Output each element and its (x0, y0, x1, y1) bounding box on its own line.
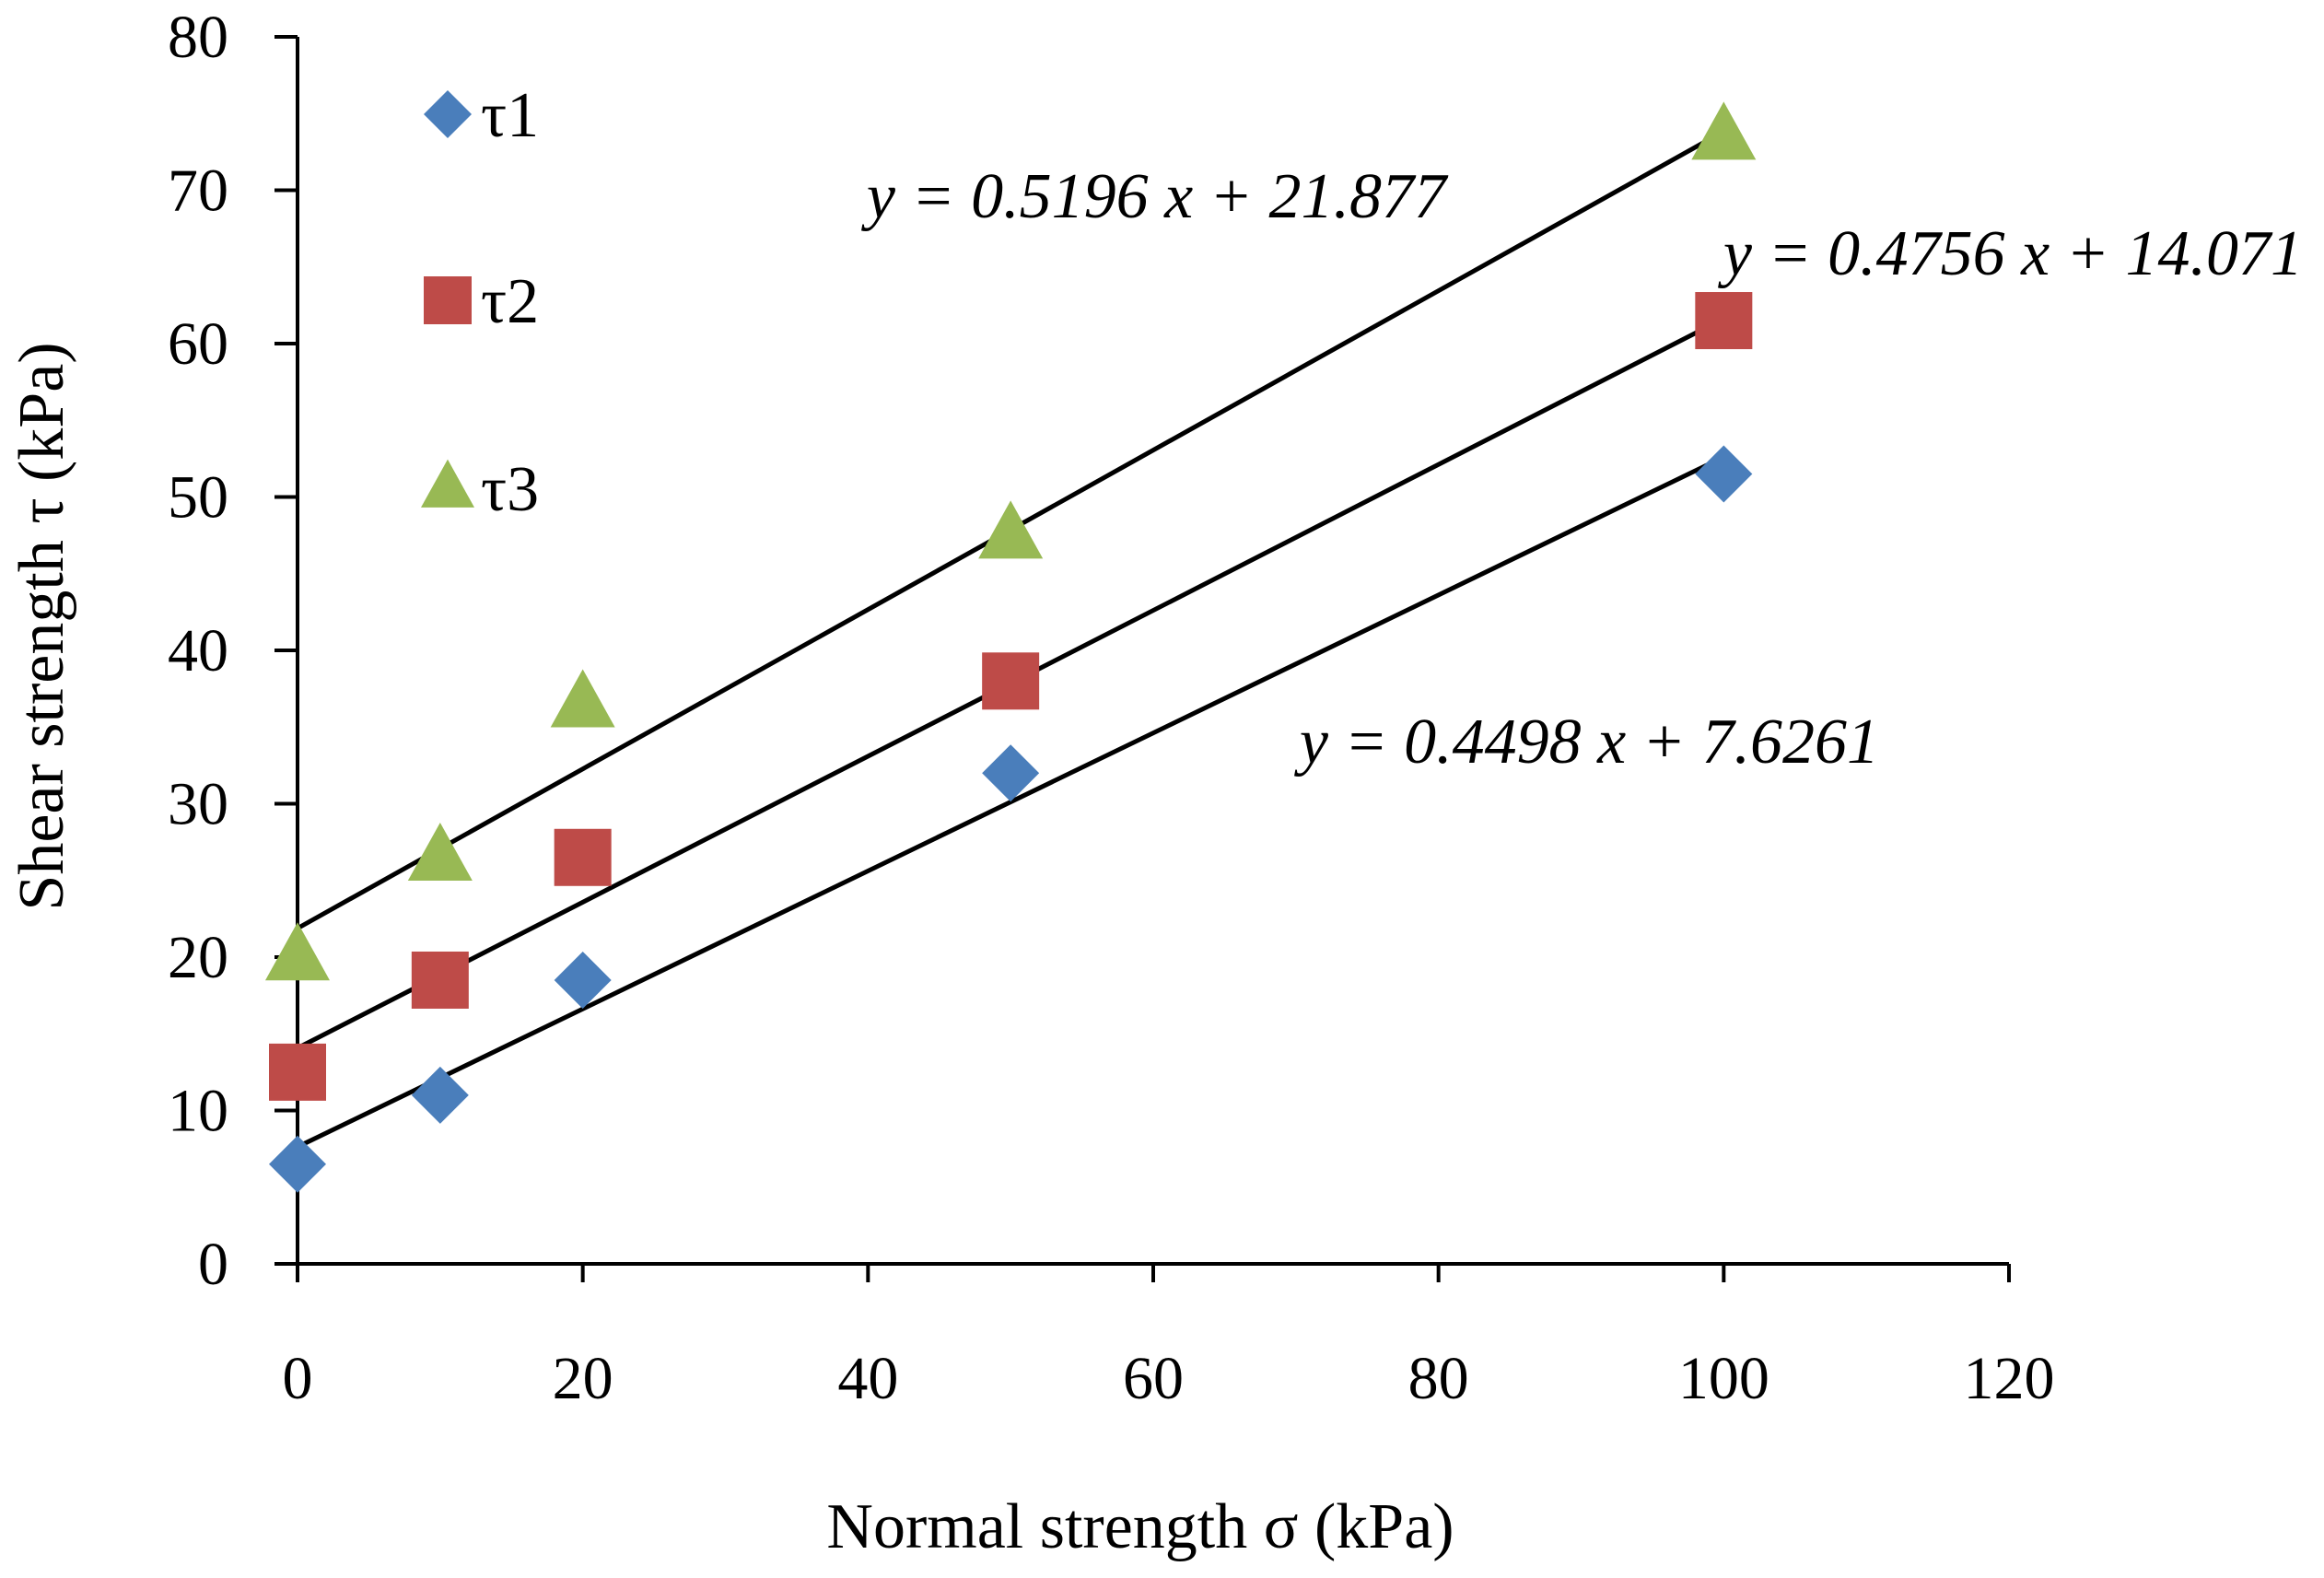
y-tick-label: 10 (168, 1078, 228, 1145)
y-axis-title: Shear strength τ (kPa) (6, 342, 77, 910)
y-tick-label: 50 (168, 464, 228, 532)
y-tick-label: 70 (168, 158, 228, 225)
trendline-1 (296, 454, 1725, 1150)
data-point-series-2-5 (1695, 292, 1753, 350)
data-point-series-2-3 (554, 828, 612, 886)
data-point-series-1-3 (554, 951, 612, 1009)
legend-marker-series-2 (424, 276, 472, 324)
data-points (265, 101, 1757, 1193)
x-axis-title: Normal strength σ (kPa) (826, 1491, 1454, 1562)
axes: 0 10 20 30 40 50 60 70 80 0 20 40 60 80 100 120 (168, 4, 2055, 1412)
x-tick-label: 80 (1408, 1345, 1469, 1412)
y-tick-label: 0 (198, 1231, 228, 1298)
y-tick-label: 80 (168, 4, 228, 71)
legend-label-series-3: τ3 (481, 454, 539, 525)
trendline-equation-series-2: y = 0.4756 x + 14.071 (1718, 218, 2303, 289)
data-point-series-1-5 (1695, 445, 1753, 503)
legend-marker-series-3 (421, 459, 474, 508)
y-tick-label: 60 (168, 310, 228, 378)
data-point-series-3-5 (1691, 101, 1757, 160)
data-point-series-3-4 (978, 500, 1044, 559)
data-point-series-3-2 (407, 822, 473, 881)
data-point-series-3-3 (550, 669, 615, 728)
x-tick-label: 120 (1964, 1345, 2055, 1412)
x-tick-label: 40 (837, 1345, 898, 1412)
x-tick-label: 0 (283, 1345, 313, 1412)
y-tick-label: 40 (168, 617, 228, 684)
legend: τ1 τ2 τ3 (421, 80, 539, 525)
x-tick-label: 100 (1678, 1345, 1769, 1412)
data-point-series-2-4 (982, 652, 1040, 710)
legend-label-series-1: τ1 (481, 80, 539, 151)
data-point-series-1-4 (982, 744, 1040, 802)
data-point-series-1-1 (269, 1135, 326, 1193)
trendline-equation-series-3: y = 0.5196 x + 21.877 (861, 161, 1449, 232)
x-tick-label: 20 (553, 1345, 613, 1412)
trendline-equations: y = 0.4498 x + 7.6261 y = 0.4756 x + 14.0… (861, 161, 2303, 777)
trendline-equation-series-1: y = 0.4498 x + 7.6261 (1294, 707, 1879, 777)
data-point-series-2-2 (411, 951, 469, 1009)
legend-label-series-2: τ2 (481, 266, 539, 337)
data-point-series-3-1 (265, 922, 330, 981)
y-tick-label: 20 (168, 924, 228, 991)
data-point-series-2-1 (269, 1043, 326, 1101)
data-point-series-1-2 (411, 1066, 469, 1124)
legend-marker-series-1 (424, 90, 472, 138)
x-tick-label: 60 (1123, 1345, 1184, 1412)
y-tick-label: 30 (168, 771, 228, 838)
